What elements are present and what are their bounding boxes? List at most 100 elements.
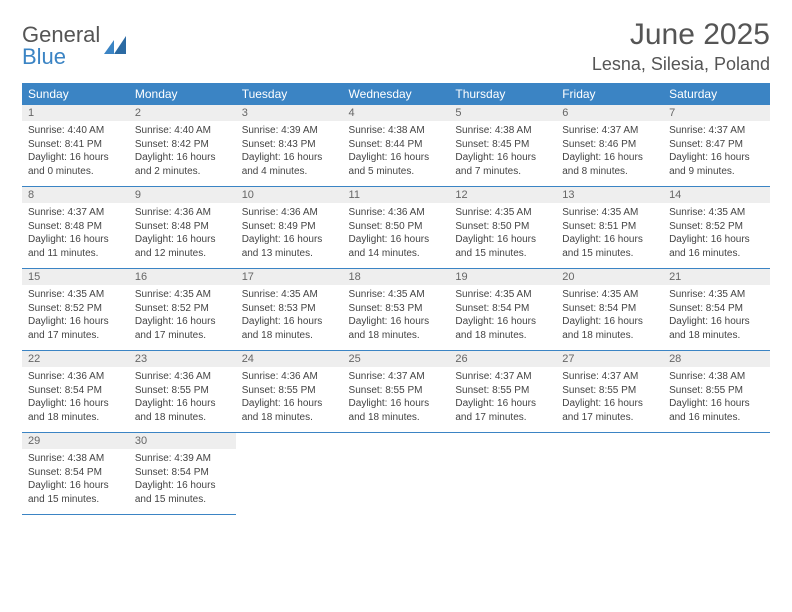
calendar-row: 15Sunrise: 4:35 AMSunset: 8:52 PMDayligh… bbox=[22, 269, 770, 351]
daylight-text: Daylight: 16 hours and 18 minutes. bbox=[349, 397, 444, 424]
calendar-cell: 29Sunrise: 4:38 AMSunset: 8:54 PMDayligh… bbox=[22, 433, 129, 515]
day-number: 9 bbox=[129, 187, 236, 203]
sunrise-text: Sunrise: 4:38 AM bbox=[455, 124, 550, 138]
daylight-text: Daylight: 16 hours and 16 minutes. bbox=[669, 397, 764, 424]
daylight-text: Daylight: 16 hours and 15 minutes. bbox=[28, 479, 123, 506]
calendar-cell: 21Sunrise: 4:35 AMSunset: 8:54 PMDayligh… bbox=[663, 269, 770, 351]
weekday-header: Saturday bbox=[663, 83, 770, 105]
day-number: 30 bbox=[129, 433, 236, 449]
calendar-cell: 7 Sunrise: 4:37 AMSunset: 8:47 PMDaylight… bbox=[663, 105, 770, 187]
weekday-header: Tuesday bbox=[236, 83, 343, 105]
sunset-text: Sunset: 8:49 PM bbox=[242, 220, 337, 234]
calendar-cell: 13Sunrise: 4:35 AMSunset: 8:51 PMDayligh… bbox=[556, 187, 663, 269]
sunrise-text: Sunrise: 4:35 AM bbox=[242, 288, 337, 302]
calendar-cell: 22Sunrise: 4:36 AMSunset: 8:54 PMDayligh… bbox=[22, 351, 129, 433]
day-details: Sunrise: 4:39 AMSunset: 8:54 PMDaylight:… bbox=[129, 449, 236, 514]
sunset-text: Sunset: 8:55 PM bbox=[669, 384, 764, 398]
day-number: 28 bbox=[663, 351, 770, 367]
day-number: 12 bbox=[449, 187, 556, 203]
calendar-cell: .. bbox=[236, 433, 343, 515]
day-number: 21 bbox=[663, 269, 770, 285]
day-number: 11 bbox=[343, 187, 450, 203]
sunrise-text: Sunrise: 4:36 AM bbox=[349, 206, 444, 220]
calendar-cell: 2Sunrise: 4:40 AMSunset: 8:42 PMDaylight… bbox=[129, 105, 236, 187]
day-number: 17 bbox=[236, 269, 343, 285]
daylight-text: Daylight: 16 hours and 8 minutes. bbox=[562, 151, 657, 178]
daylight-text: Daylight: 16 hours and 9 minutes. bbox=[669, 151, 764, 178]
sunset-text: Sunset: 8:45 PM bbox=[455, 138, 550, 152]
sunrise-text: Sunrise: 4:36 AM bbox=[135, 206, 230, 220]
day-details: Sunrise: 4:37 AMSunset: 8:55 PMDaylight:… bbox=[449, 367, 556, 432]
day-number: 10 bbox=[236, 187, 343, 203]
sunrise-text: Sunrise: 4:38 AM bbox=[28, 452, 123, 466]
sunset-text: Sunset: 8:51 PM bbox=[562, 220, 657, 234]
day-details: Sunrise: 4:35 AMSunset: 8:54 PMDaylight:… bbox=[449, 285, 556, 350]
day-number: 1 bbox=[22, 105, 129, 121]
calendar-cell: 28Sunrise: 4:38 AMSunset: 8:55 PMDayligh… bbox=[663, 351, 770, 433]
calendar-cell: 16Sunrise: 4:35 AMSunset: 8:52 PMDayligh… bbox=[129, 269, 236, 351]
day-number: 7 bbox=[663, 105, 770, 121]
weekday-header: Sunday bbox=[22, 83, 129, 105]
daylight-text: Daylight: 16 hours and 17 minutes. bbox=[28, 315, 123, 342]
daylight-text: Daylight: 16 hours and 0 minutes. bbox=[28, 151, 123, 178]
calendar-cell: 5Sunrise: 4:38 AMSunset: 8:45 PMDaylight… bbox=[449, 105, 556, 187]
calendar-cell: 25Sunrise: 4:37 AMSunset: 8:55 PMDayligh… bbox=[343, 351, 450, 433]
weekday-header-row: SundayMondayTuesdayWednesdayThursdayFrid… bbox=[22, 83, 770, 105]
day-number: 24 bbox=[236, 351, 343, 367]
day-number: 4 bbox=[343, 105, 450, 121]
daylight-text: Daylight: 16 hours and 7 minutes. bbox=[455, 151, 550, 178]
calendar-cell: 4Sunrise: 4:38 AMSunset: 8:44 PMDaylight… bbox=[343, 105, 450, 187]
sunset-text: Sunset: 8:48 PM bbox=[28, 220, 123, 234]
sunrise-text: Sunrise: 4:37 AM bbox=[562, 370, 657, 384]
day-number: 23 bbox=[129, 351, 236, 367]
sunrise-text: Sunrise: 4:37 AM bbox=[669, 124, 764, 138]
sunset-text: Sunset: 8:50 PM bbox=[455, 220, 550, 234]
daylight-text: Daylight: 16 hours and 2 minutes. bbox=[135, 151, 230, 178]
sunrise-text: Sunrise: 4:35 AM bbox=[562, 206, 657, 220]
daylight-text: Daylight: 16 hours and 14 minutes. bbox=[349, 233, 444, 260]
calendar-cell: 11Sunrise: 4:36 AMSunset: 8:50 PMDayligh… bbox=[343, 187, 450, 269]
sunrise-text: Sunrise: 4:35 AM bbox=[135, 288, 230, 302]
sunrise-text: Sunrise: 4:40 AM bbox=[135, 124, 230, 138]
day-details: Sunrise: 4:35 AMSunset: 8:52 PMDaylight:… bbox=[129, 285, 236, 350]
calendar-cell: 10Sunrise: 4:36 AMSunset: 8:49 PMDayligh… bbox=[236, 187, 343, 269]
sunset-text: Sunset: 8:44 PM bbox=[349, 138, 444, 152]
sunset-text: Sunset: 8:54 PM bbox=[28, 384, 123, 398]
day-details: Sunrise: 4:35 AMSunset: 8:52 PMDaylight:… bbox=[22, 285, 129, 350]
daylight-text: Daylight: 16 hours and 18 minutes. bbox=[455, 315, 550, 342]
sunrise-text: Sunrise: 4:36 AM bbox=[242, 370, 337, 384]
day-details: Sunrise: 4:38 AMSunset: 8:54 PMDaylight:… bbox=[22, 449, 129, 514]
calendar-cell: 23Sunrise: 4:36 AMSunset: 8:55 PMDayligh… bbox=[129, 351, 236, 433]
daylight-text: Daylight: 16 hours and 13 minutes. bbox=[242, 233, 337, 260]
day-details: Sunrise: 4:40 AMSunset: 8:41 PMDaylight:… bbox=[22, 121, 129, 186]
sunset-text: Sunset: 8:55 PM bbox=[349, 384, 444, 398]
day-details: Sunrise: 4:37 AMSunset: 8:48 PMDaylight:… bbox=[22, 203, 129, 268]
day-details: Sunrise: 4:37 AMSunset: 8:55 PMDaylight:… bbox=[556, 367, 663, 432]
day-details: Sunrise: 4:38 AMSunset: 8:55 PMDaylight:… bbox=[663, 367, 770, 432]
weekday-header: Thursday bbox=[449, 83, 556, 105]
day-details: Sunrise: 4:36 AMSunset: 8:49 PMDaylight:… bbox=[236, 203, 343, 268]
sunrise-text: Sunrise: 4:38 AM bbox=[669, 370, 764, 384]
sunrise-text: Sunrise: 4:39 AM bbox=[242, 124, 337, 138]
calendar-cell: .. bbox=[663, 433, 770, 515]
calendar-cell: 19Sunrise: 4:35 AMSunset: 8:54 PMDayligh… bbox=[449, 269, 556, 351]
sunset-text: Sunset: 8:55 PM bbox=[135, 384, 230, 398]
sunset-text: Sunset: 8:47 PM bbox=[669, 138, 764, 152]
day-number: 15 bbox=[22, 269, 129, 285]
daylight-text: Daylight: 16 hours and 16 minutes. bbox=[669, 233, 764, 260]
calendar-cell: 15Sunrise: 4:35 AMSunset: 8:52 PMDayligh… bbox=[22, 269, 129, 351]
day-number: 13 bbox=[556, 187, 663, 203]
day-details: Sunrise: 4:35 AMSunset: 8:54 PMDaylight:… bbox=[663, 285, 770, 350]
weekday-header: Wednesday bbox=[343, 83, 450, 105]
day-number: 26 bbox=[449, 351, 556, 367]
day-details: Sunrise: 4:35 AMSunset: 8:53 PMDaylight:… bbox=[343, 285, 450, 350]
sunset-text: Sunset: 8:46 PM bbox=[562, 138, 657, 152]
sunrise-text: Sunrise: 4:38 AM bbox=[349, 124, 444, 138]
day-number: 2 bbox=[129, 105, 236, 121]
daylight-text: Daylight: 16 hours and 17 minutes. bbox=[135, 315, 230, 342]
day-details: Sunrise: 4:38 AMSunset: 8:44 PMDaylight:… bbox=[343, 121, 450, 186]
sunset-text: Sunset: 8:53 PM bbox=[242, 302, 337, 316]
sunset-text: Sunset: 8:55 PM bbox=[562, 384, 657, 398]
calendar-cell: 20Sunrise: 4:35 AMSunset: 8:54 PMDayligh… bbox=[556, 269, 663, 351]
sunset-text: Sunset: 8:48 PM bbox=[135, 220, 230, 234]
